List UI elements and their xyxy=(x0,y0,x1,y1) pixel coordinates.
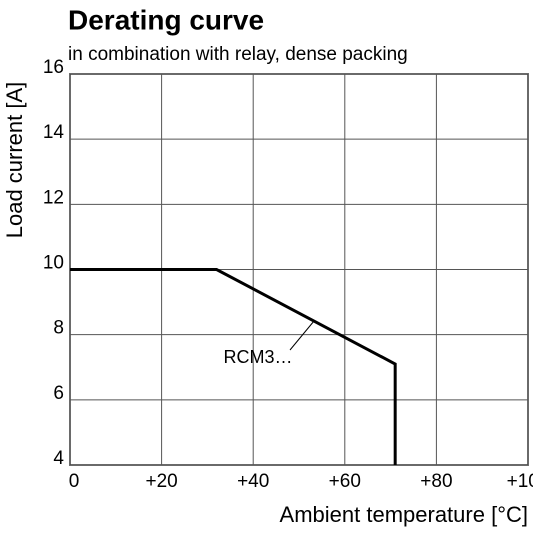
y-tick-label: 10 xyxy=(43,253,64,274)
y-tick-label: 6 xyxy=(53,383,64,404)
y-tick-label: 4 xyxy=(53,448,64,469)
x-tick-label: +80 xyxy=(420,471,452,492)
y-axis-label: Load current [A] xyxy=(2,82,27,239)
chart-subtitle: in combination with relay, dense packing xyxy=(68,44,408,65)
annotation-leader xyxy=(289,320,315,351)
data-line xyxy=(70,268,397,465)
x-tick-label: +100 xyxy=(507,471,533,492)
x-axis-label: Ambient temperature [°C] xyxy=(280,502,528,527)
y-tick-label: 12 xyxy=(43,187,64,208)
x-tick-label: +60 xyxy=(329,471,361,492)
x-tick-label: 0 xyxy=(69,471,80,492)
x-tick-label: +20 xyxy=(145,471,177,492)
annotation: RCM3… xyxy=(223,347,292,367)
y-tick-label: 16 xyxy=(43,57,64,78)
chart-title: Derating curve xyxy=(68,4,264,35)
x-tick-label: +40 xyxy=(237,471,269,492)
y-tick-label: 14 xyxy=(43,122,65,143)
y-tick-label: 8 xyxy=(53,318,64,339)
